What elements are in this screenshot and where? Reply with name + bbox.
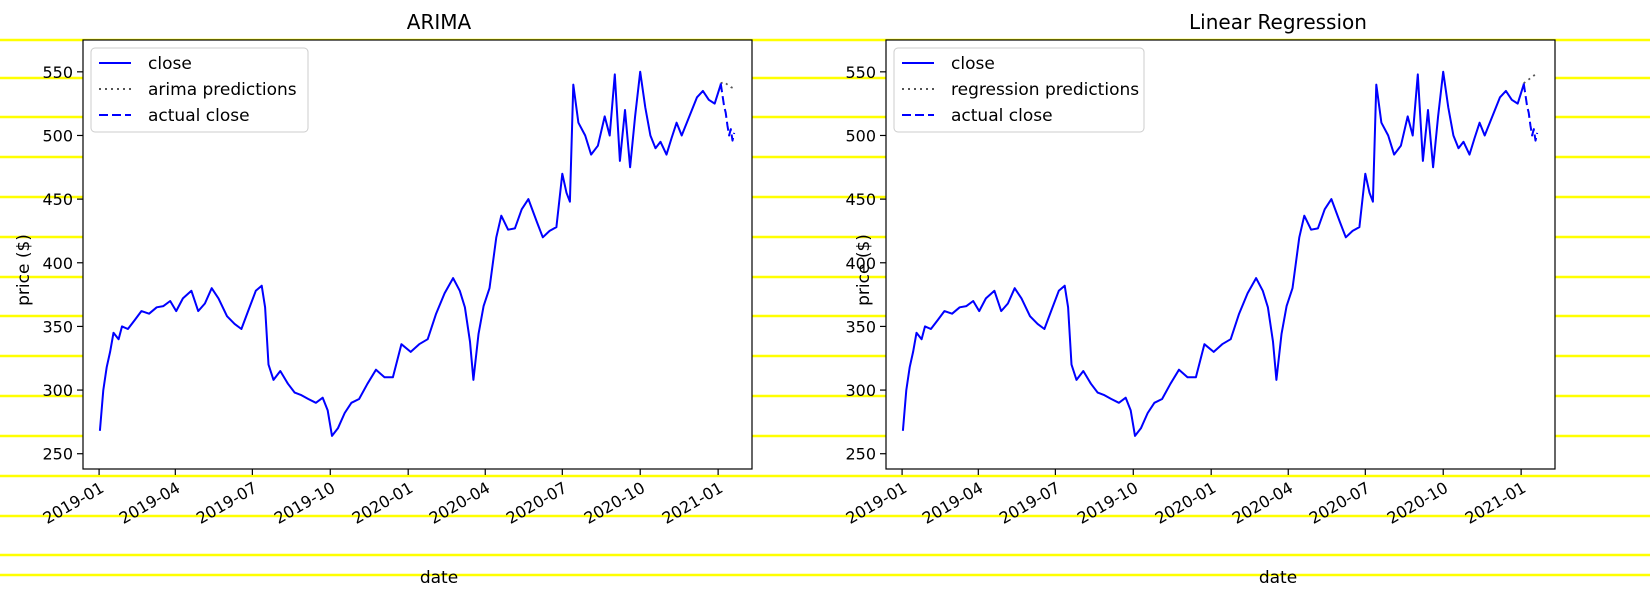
x-tick-label: 2019-04 bbox=[919, 478, 986, 528]
x-tick-label: 2020-07 bbox=[1306, 478, 1373, 528]
y-tick-label: 300 bbox=[845, 381, 876, 400]
x-tick-label: 2020-07 bbox=[503, 478, 570, 528]
y-tick-label: 450 bbox=[845, 190, 876, 209]
y-tick-label: 250 bbox=[845, 445, 876, 464]
plot-area bbox=[98, 70, 736, 437]
series-line-close bbox=[98, 70, 722, 437]
x-axis-label: date bbox=[420, 568, 458, 588]
y-tick-label: 250 bbox=[42, 445, 73, 464]
chart-title: ARIMA bbox=[407, 10, 472, 34]
y-tick-label: 400 bbox=[845, 254, 876, 273]
x-tick-label: 2020-01 bbox=[1152, 478, 1219, 528]
chart-title: Linear Regression bbox=[1189, 10, 1367, 34]
x-tick-label: 2019-10 bbox=[271, 478, 338, 528]
x-tick-label: 2020-04 bbox=[1229, 478, 1296, 528]
y-tick-label: 500 bbox=[845, 126, 876, 145]
legend-box bbox=[893, 47, 1145, 133]
x-tick-label: 2021-01 bbox=[659, 478, 726, 528]
x-tick-label: 2021-01 bbox=[1462, 478, 1529, 528]
legend-box bbox=[90, 47, 309, 133]
x-tick-label: 2019-07 bbox=[996, 478, 1063, 528]
x-tick-label: 2019-01 bbox=[843, 478, 910, 528]
legend-label: regression predictions bbox=[951, 80, 1139, 100]
x-tick-label: 2019-07 bbox=[193, 478, 260, 528]
y-axis-label: price ($) bbox=[14, 234, 34, 306]
y-axis-label: price ($) bbox=[854, 234, 874, 306]
legend-label: actual close bbox=[148, 106, 250, 126]
x-tick-label: 2019-01 bbox=[40, 478, 107, 528]
x-tick-label: 2019-10 bbox=[1074, 478, 1141, 528]
linear-regression-chart-panel: Linear Regression date price ($) 250 300 3… bbox=[825, 0, 1650, 602]
linear-regression-chart: Linear Regression date price ($) 250 300 3… bbox=[843, 10, 1556, 588]
y-tick-label: 400 bbox=[42, 254, 73, 273]
series-line-actual-close bbox=[1522, 83, 1539, 142]
legend-label: close bbox=[148, 54, 192, 74]
y-tick-label: 350 bbox=[845, 317, 876, 336]
series-line-actual-close bbox=[719, 83, 736, 142]
x-tick-label: 2020-10 bbox=[581, 478, 648, 528]
legend: close arima predictions actual close bbox=[90, 47, 309, 133]
plot-area bbox=[901, 70, 1539, 437]
series-line-close bbox=[901, 70, 1525, 437]
legend-label: actual close bbox=[951, 106, 1053, 126]
y-tick-label: 550 bbox=[845, 63, 876, 82]
y-tick-label: 300 bbox=[42, 381, 73, 400]
legend-label: arima predictions bbox=[148, 80, 297, 100]
x-tick-label: 2020-04 bbox=[426, 478, 493, 528]
y-tick-label: 500 bbox=[42, 126, 73, 145]
legend-label: close bbox=[951, 54, 995, 74]
arima-chart: ARIMA date price ($) 250 300 350 400 450 500 5… bbox=[14, 10, 753, 588]
y-tick-label: 550 bbox=[42, 63, 73, 82]
legend: close regression predictions actual close bbox=[893, 47, 1145, 133]
y-tick-label: 350 bbox=[42, 317, 73, 336]
x-tick-label: 2019-04 bbox=[116, 478, 183, 528]
y-tick-label: 450 bbox=[42, 190, 73, 209]
x-axis-label: date bbox=[1259, 568, 1297, 588]
series-line-arima-predictions bbox=[720, 81, 735, 90]
arima-chart-panel: ARIMA date price ($) 250 300 350 400 450 500 5… bbox=[14, 10, 753, 588]
x-tick-label: 2020-01 bbox=[349, 478, 416, 528]
x-tick-label: 2020-10 bbox=[1384, 478, 1451, 528]
